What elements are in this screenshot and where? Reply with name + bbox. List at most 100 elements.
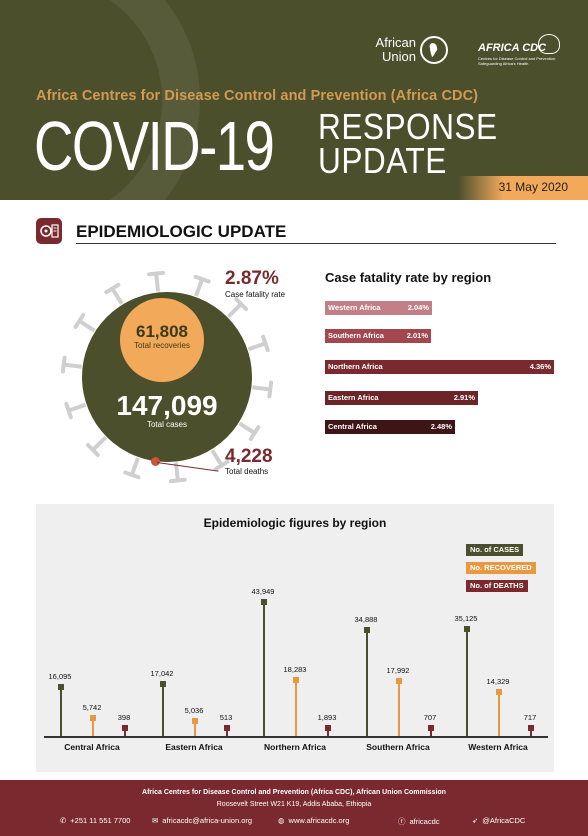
cfr-bar-label: Southern Africa [328, 331, 384, 340]
chart-data-label: 35,125 [454, 614, 478, 623]
chart-point [363, 627, 370, 633]
cfr-bar-value: 2.04% [407, 303, 429, 312]
african-union-globe-icon [420, 36, 448, 64]
virus-spike-cap [104, 282, 121, 295]
chart-category-label: Southern Africa [366, 742, 430, 752]
cfr-bar-label: Northern Africa [328, 362, 383, 371]
chart-point [527, 725, 534, 731]
cfr-bar-southern-africa: Southern Africa 2.01% [325, 329, 431, 343]
cfr-bar-northern-africa: Northern Africa 4.36% [325, 360, 554, 374]
virus-spike-cap [261, 334, 270, 353]
footer-website[interactable]: ◍ www.africacdc.org [278, 816, 350, 825]
chart-data-label: 34,888 [354, 615, 378, 624]
virus-spike [67, 402, 87, 413]
cfr-bar-value: 2.91% [453, 393, 475, 402]
virus-spike-cap [123, 470, 141, 480]
virus-spike [130, 457, 140, 476]
chart-stem [263, 602, 265, 736]
african-union-logo-text: African Union [375, 35, 416, 64]
footer-address: Roosevelt Street W21 K19, Addis Ababa, E… [216, 801, 372, 808]
chart-data-label: 16,095 [48, 672, 72, 681]
virus-spike-cap [267, 380, 274, 399]
chart-stem [295, 680, 297, 736]
chart-stem [530, 728, 532, 736]
deaths-marker [151, 457, 160, 466]
virus-spike-cap [85, 442, 100, 457]
chart-data-label: 717 [523, 713, 537, 722]
virus-graphic [60, 270, 274, 484]
cfr-bar-value: 2.01% [406, 331, 428, 340]
chart-point [395, 678, 402, 684]
twitter-icon: ➶ [472, 816, 479, 825]
footer-twitter[interactable]: ➶ @AfricaCDC [472, 816, 526, 825]
chart-data-label: 5,742 [82, 703, 102, 712]
virus-spike [247, 341, 267, 352]
total-cases-label: Total cases [146, 420, 188, 429]
chart-point [89, 715, 96, 721]
africa-cdc-logo-subtext: Centres for Disease Control and Preventi… [478, 56, 556, 66]
chart-point [292, 677, 299, 683]
footer-phone[interactable]: ✆ +251 11 551 7700 [60, 816, 131, 825]
chart-stem [498, 692, 500, 736]
globe-icon: ◍ [278, 816, 285, 825]
virus-spike [78, 319, 96, 333]
cfr-by-region-title: Case fatality rate by region [325, 270, 492, 285]
organization-name: Africa Centres for Disease Control and P… [36, 88, 479, 104]
chart-point [121, 725, 128, 731]
virus-report-icon [36, 218, 62, 244]
cfr-bar-value: 4.36% [529, 362, 551, 371]
virus-spike [252, 385, 271, 392]
chart-data-label: 1,893 [317, 713, 337, 722]
section-title: EPIDEMIOLOGIC UPDATE [76, 222, 287, 241]
facebook-icon: ⓕ [398, 817, 406, 826]
virus-spike-cap [73, 313, 86, 329]
chart-point [159, 681, 166, 687]
chart-data-label: 43,949 [251, 587, 275, 596]
chart-point [57, 684, 64, 690]
chart-stem [226, 728, 228, 736]
chart-data-label: 17,042 [150, 669, 174, 678]
section-divider [76, 243, 556, 244]
chart-data-label: 513 [219, 713, 233, 722]
virus-spike-cap [60, 355, 67, 374]
virus-spike-cap [234, 297, 249, 312]
chart-point [223, 725, 230, 731]
chart-stem [60, 687, 62, 736]
virus-spike-cap [168, 477, 187, 484]
legend-item-1: No. RECOVERED [466, 562, 536, 574]
cfr-bar-central-africa: Central Africa 2.48% [325, 420, 455, 434]
chart-data-label: 18,283 [283, 665, 307, 674]
email-icon: ✉ [152, 816, 159, 825]
epi-chart-title: Epidemiologic figures by region [203, 516, 387, 530]
cfr-bar-label: Central Africa [328, 422, 377, 431]
virus-spike [154, 273, 161, 292]
virus-spike [91, 435, 108, 452]
chart-point [324, 725, 331, 731]
total-deaths-label: Total deaths [225, 467, 269, 476]
chart-stem [430, 728, 432, 736]
phone-icon: ✆ [60, 816, 67, 825]
cfr-bar-western-africa: Western Africa 2.04% [325, 301, 432, 315]
virus-spike [226, 302, 243, 319]
chart-point [260, 599, 267, 605]
chart-data-label: 398 [117, 713, 131, 722]
footer-facebook[interactable]: ⓕ africacdc [398, 817, 440, 826]
footer-email[interactable]: ✉ africacdc@africa-union.org [152, 816, 253, 825]
africa-cdc-logo-icon [538, 34, 560, 54]
africa-cdc-logo-text: AFRICA CDC [478, 42, 547, 54]
legend-item-2: No. of DEATHS [466, 580, 528, 592]
chart-point [463, 626, 470, 632]
total-recoveries-label: Total recoveries [133, 341, 191, 350]
chart-data-label: 14,329 [486, 677, 510, 686]
chart-point [495, 689, 502, 695]
chart-point [191, 718, 198, 724]
cfr-bar-eastern-africa: Eastern Africa 2.91% [325, 391, 478, 405]
virus-spike [238, 421, 256, 435]
cfr-bar-value: 2.48% [430, 422, 452, 431]
virus-spike [194, 278, 204, 297]
chart-stem [162, 684, 164, 736]
chart-stem [194, 721, 196, 736]
recoveries-circle [120, 298, 204, 382]
footer [0, 780, 588, 836]
chart-stem [366, 630, 368, 736]
